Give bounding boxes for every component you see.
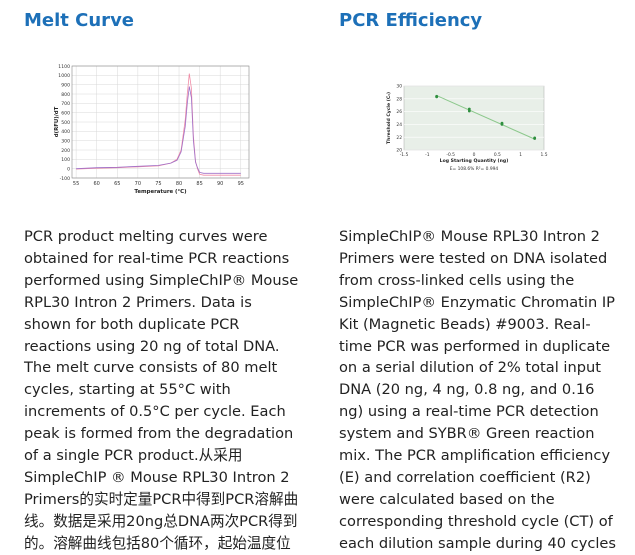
description-line: time PCR was performed in duplicate bbox=[339, 337, 611, 355]
y-tick-label: 100 bbox=[61, 157, 70, 163]
y-tick-label: 1100 bbox=[58, 64, 70, 70]
plot-frame bbox=[71, 65, 250, 179]
melt-curve-series-line bbox=[76, 73, 241, 176]
pcr-efficiency-description: SimpleChIP® Mouse RPL30 Intron 2 Primers… bbox=[339, 226, 629, 555]
melt-curve-title: Melt Curve bbox=[24, 10, 135, 31]
x-axis-label: Log Starting Quantity (ng) bbox=[440, 158, 509, 164]
description-line: peak is formed from the degradation bbox=[24, 425, 294, 443]
data-point bbox=[533, 136, 537, 140]
y-tick-label: 800 bbox=[61, 92, 70, 98]
description-line: were calculated based on the bbox=[339, 490, 555, 508]
description-line: RPL30 Intron 2 Primers. Data is bbox=[24, 293, 252, 311]
y-tick-label: 900 bbox=[61, 82, 70, 88]
y-axis-label: Threshold Cycle (Cₜ) bbox=[386, 92, 392, 144]
description-line: SimpleChIP ® Mouse RPL30 Intron 2 bbox=[24, 468, 290, 486]
x-tick-label: 0.5 bbox=[494, 152, 501, 158]
data-point bbox=[467, 107, 471, 111]
y-tick-label: 28 bbox=[396, 96, 402, 102]
x-tick-label: -0.5 bbox=[446, 152, 455, 158]
description-line: 的。溶解曲线包括80个循环，起始温度位 bbox=[24, 534, 291, 552]
description-line: each dilution sample during 40 cycles bbox=[339, 534, 616, 552]
fit-line bbox=[436, 95, 535, 140]
y-tick-label: 300 bbox=[61, 138, 70, 144]
y-tick-label: 26 bbox=[396, 109, 402, 115]
x-tick-label: 55 bbox=[73, 181, 79, 187]
x-axis-label: Temperature (°C) bbox=[134, 189, 186, 195]
y-tick-label: 0 bbox=[67, 166, 70, 172]
x-tick-label: 95 bbox=[238, 181, 244, 187]
y-tick-label: 30 bbox=[396, 84, 402, 90]
description-line: shown for both duplicate PCR bbox=[24, 315, 240, 333]
x-tick-label: 65 bbox=[114, 181, 120, 187]
x-tick-label: -1 bbox=[425, 152, 430, 158]
melt-curve-chart: 55 60 65 70 75 80 85 90 95 -100 0 100 200 300 400 500 60… bbox=[54, 64, 250, 195]
description-line: reactions using 20 ng of total DNA. bbox=[24, 337, 280, 355]
description-line: system and SYBR® Green reaction bbox=[339, 425, 595, 443]
description-line: Primers were tested on DNA isolated bbox=[339, 249, 608, 267]
description-line: obtained for real-time PCR reactions bbox=[24, 249, 290, 267]
y-tick-label: 600 bbox=[61, 110, 70, 116]
description-line: PCR product melting curves were bbox=[24, 228, 268, 245]
description-line: The melt curve consists of 80 melt bbox=[24, 359, 278, 377]
description-line: Kit (Magnetic Beads) #9003. Real- bbox=[339, 315, 591, 333]
x-tick-label: 0 bbox=[473, 152, 476, 158]
description-line: Primers的实时定量PCR中得到PCR溶解曲 bbox=[24, 490, 299, 508]
x-tick-label: 90 bbox=[217, 181, 223, 187]
data-point bbox=[467, 109, 471, 113]
y-tick-label: 1000 bbox=[58, 73, 70, 79]
description-line: corresponding threshold cycle (CT) of bbox=[339, 512, 613, 530]
x-tick-label: 85 bbox=[196, 181, 202, 187]
y-tick-label: 24 bbox=[396, 122, 402, 128]
description-line: 线。数据是采用20ng总DNA两次PCR得到 bbox=[24, 512, 298, 530]
description-line: SimpleChIP® Mouse RPL30 Intron 2 bbox=[339, 228, 600, 245]
description-line: (E) and correlation coefficient (R2) bbox=[339, 468, 591, 486]
description-line: from cross-linked cells using the bbox=[339, 271, 575, 289]
y-tick-label: 22 bbox=[396, 135, 402, 141]
description-line: mix. The PCR amplification efficiency bbox=[339, 447, 611, 465]
data-point bbox=[500, 121, 504, 125]
description-line: ng) using a real-time PCR detection bbox=[339, 403, 599, 421]
pcr-efficiency-chart: 20 22 24 26 28 30 -1.5 -1 -0.5 0 0.5 1 1.5 Log Starti… bbox=[386, 84, 548, 172]
melt-curve-description: PCR product melting curves were obtained… bbox=[24, 226, 314, 555]
y-tick-label: 200 bbox=[61, 148, 70, 154]
x-tick-label: 1 bbox=[519, 152, 522, 158]
description-line: performed using SimpleChIP® Mouse bbox=[24, 271, 299, 289]
melt-curve-series-line bbox=[76, 86, 241, 174]
plot-panel bbox=[403, 85, 545, 151]
description-line: of a single PCR product.从采用 bbox=[24, 447, 243, 465]
chart-annotation: E= 108.6% R²= 0.994 bbox=[450, 166, 499, 172]
x-tick-label: -1.5 bbox=[400, 152, 409, 158]
description-line: on a serial dilution of 2% total input bbox=[339, 359, 601, 377]
description-line: SimpleChIP® Enzymatic Chromatin IP bbox=[339, 293, 615, 311]
y-tick-label: 400 bbox=[61, 129, 70, 135]
y-tick-label: 700 bbox=[61, 101, 70, 107]
y-tick-label: 500 bbox=[61, 120, 70, 126]
x-tick-label: 60 bbox=[94, 181, 100, 187]
y-tick-label: -100 bbox=[60, 176, 71, 182]
x-tick-label: 1.5 bbox=[541, 152, 548, 158]
x-tick-label: 75 bbox=[155, 181, 161, 187]
description-line: increments of 0.5°C per cycle. Each bbox=[24, 403, 286, 421]
x-tick-label: 70 bbox=[135, 181, 141, 187]
y-axis-label: d(RFU)/dT bbox=[54, 106, 60, 137]
description-line: cycles, starting at 55°C with bbox=[24, 381, 231, 399]
x-tick-label: 80 bbox=[176, 181, 182, 187]
data-point bbox=[435, 94, 439, 98]
y-tick-label: 20 bbox=[396, 148, 402, 154]
pcr-efficiency-title: PCR Efficiency bbox=[339, 10, 483, 31]
description-line: DNA (20 ng, 4 ng, 0.8 ng, and 0.16 bbox=[339, 381, 595, 399]
